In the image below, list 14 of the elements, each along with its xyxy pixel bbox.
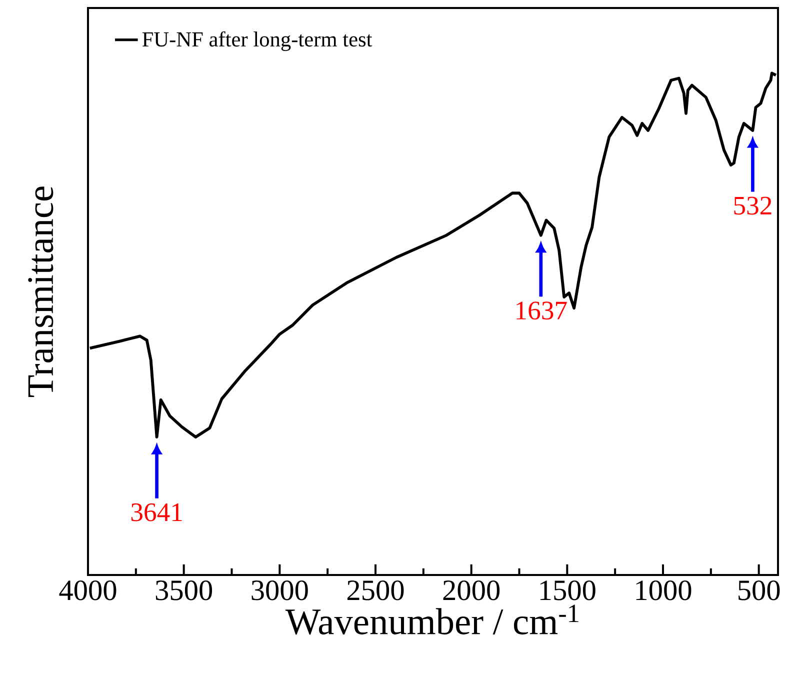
x-tick-label: 1000 — [636, 580, 692, 600]
legend-label: FU-NF after long-term test — [142, 31, 372, 51]
x-tick-label: 2000 — [443, 580, 500, 600]
x-axis-title: Wavenumber / cm$^{-1}$ — [285, 604, 578, 635]
x-tick-label: 4000 — [59, 580, 116, 600]
annotation: 3641 — [131, 503, 182, 522]
annotation: 532 — [734, 196, 772, 215]
x-tick-label: 2500 — [347, 580, 404, 600]
annotation: 1637 — [516, 302, 567, 320]
x-tick-label: 500 — [738, 580, 780, 600]
x-tick-label: 3000 — [252, 580, 308, 600]
x-tick-label: 3500 — [156, 580, 212, 600]
x-tick-label: 1500 — [540, 580, 596, 600]
y-axis-title: Transmittance — [28, 186, 54, 397]
